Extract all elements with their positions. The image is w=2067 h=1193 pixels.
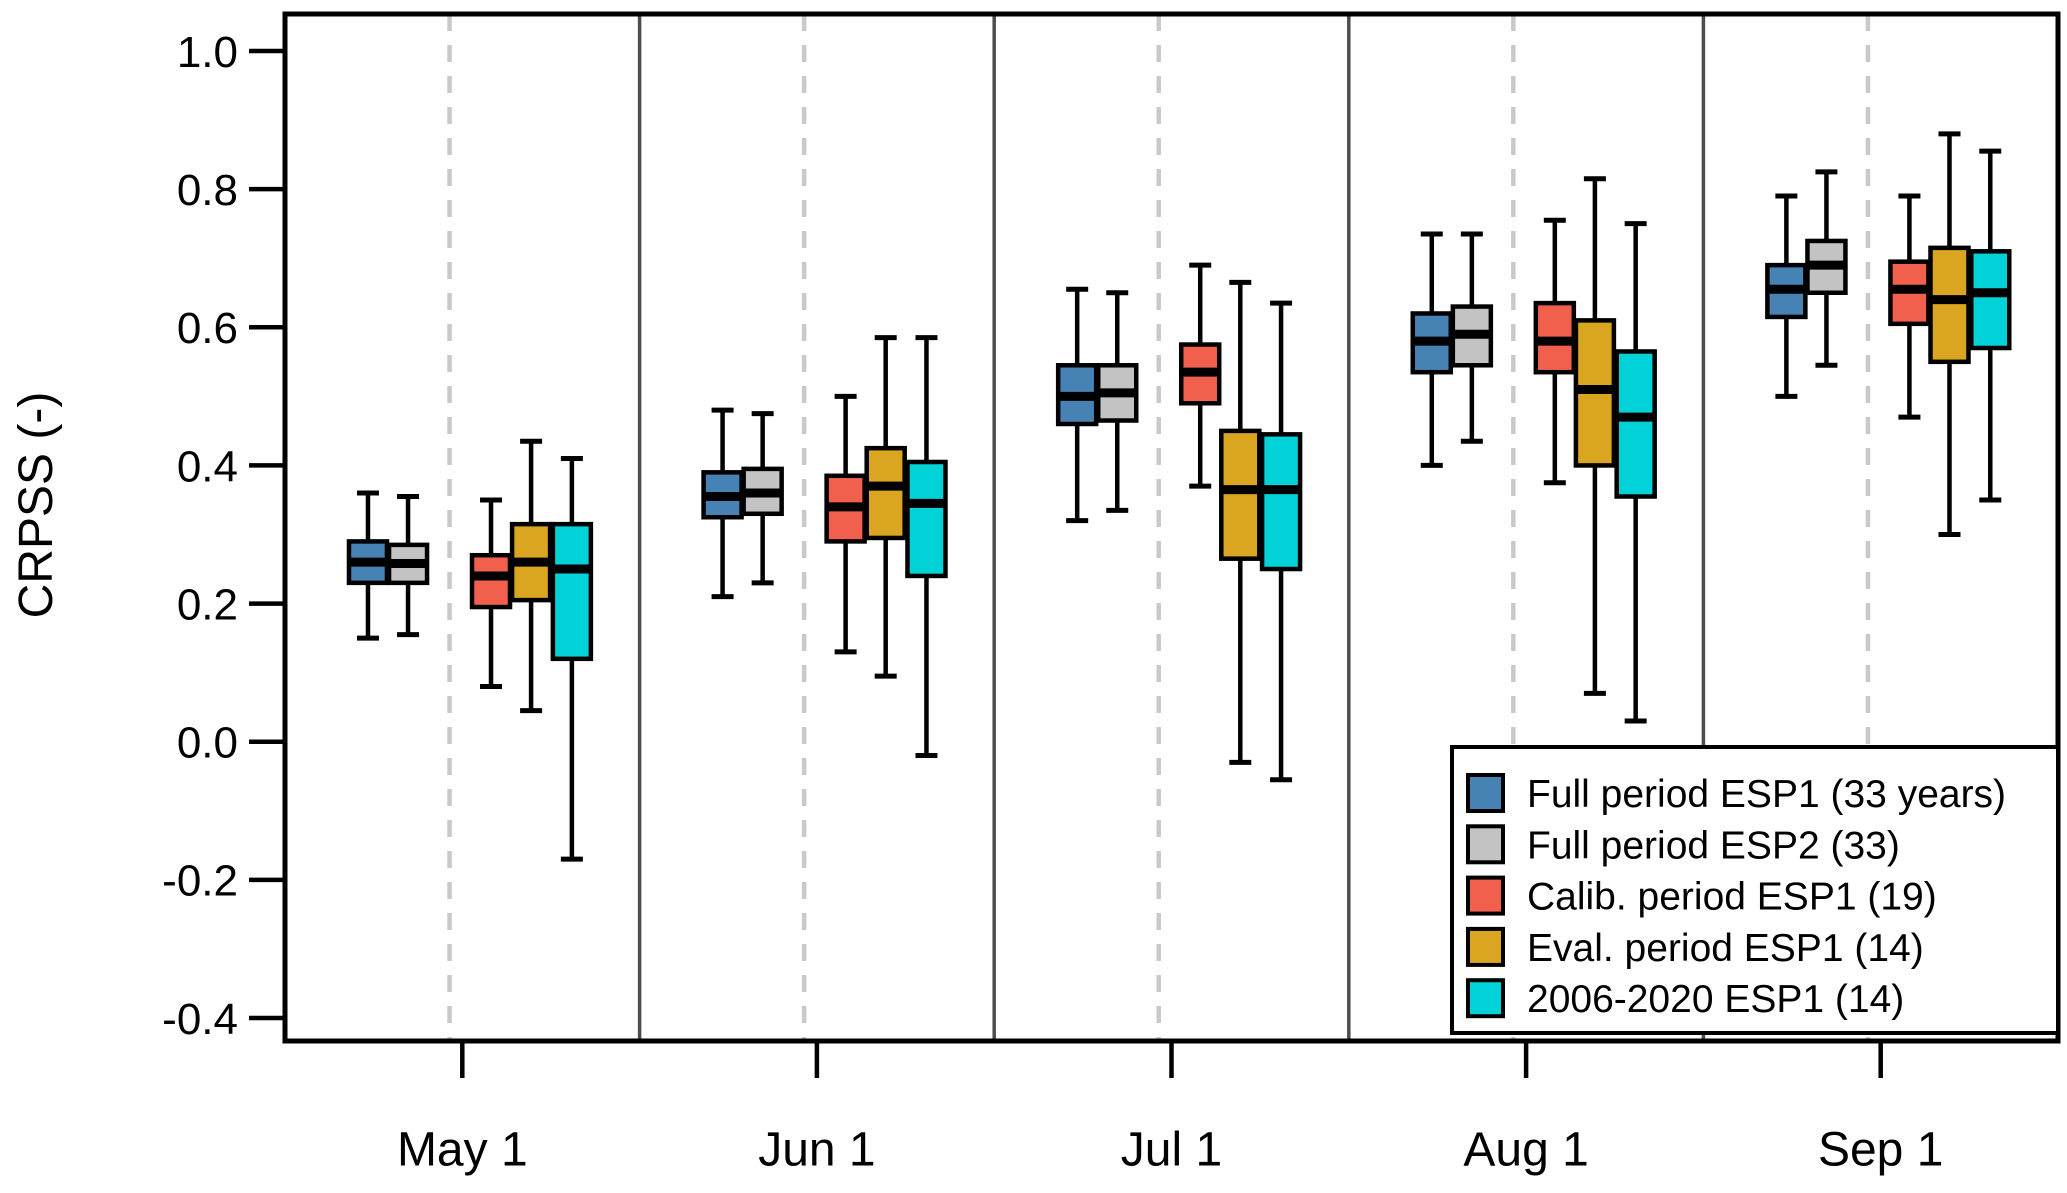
legend-entry-label: Full period ESP2 (33): [1527, 824, 1900, 867]
boxplot-aug1-series1: [1410, 231, 1454, 468]
boxplot-sep1-series1: [1765, 193, 1808, 399]
y-tick-label: 0.2: [177, 580, 238, 629]
boxplot-jul1-series4: [1219, 279, 1262, 765]
boxplot-jun1-series5: [905, 335, 948, 759]
boxplot-jul1-series3: [1178, 262, 1222, 489]
legend-entry-2: Full period ESP2 (33): [1466, 824, 1900, 867]
x-tick-label-month: Sep 1: [1818, 1123, 1943, 1176]
x-tick-label-month: Aug 1: [1463, 1123, 1588, 1176]
legend-swatch: [1466, 875, 1505, 916]
legend-box: [1450, 745, 2060, 1035]
boxplot-sep1-series2: [1805, 169, 1848, 368]
legend-swatch: [1466, 824, 1505, 865]
boxplot-sep1-series5: [1969, 148, 2012, 503]
y-tick-label: 0.8: [177, 166, 238, 215]
legend: Full period ESP1 (33 years) Full period E…: [1450, 745, 2060, 1035]
boxplot-may1-series1: [346, 490, 390, 641]
boxplot-jun1-series1: [701, 407, 744, 600]
boxes-layer: [346, 131, 2012, 862]
x-tick-label-month: Jul 1: [1121, 1123, 1222, 1176]
boxplot-aug1-series4: [1573, 176, 1617, 696]
iqr-box: [905, 459, 948, 579]
x-tick-label-month: May 1: [397, 1123, 528, 1176]
y-tick-label: 0.0: [177, 719, 238, 768]
iqr-box: [469, 552, 513, 610]
iqr-box: [1259, 432, 1303, 572]
legend-swatch: [1466, 978, 1505, 1019]
boxplot-aug1-series5: [1614, 221, 1657, 724]
y-tick-label: -0.4: [162, 995, 238, 1044]
x-tick-label-month: Jun 1: [758, 1123, 875, 1176]
iqr-box: [1219, 428, 1262, 561]
boxplot-jul1-series1: [1055, 286, 1099, 524]
boxplot-sep1-series4: [1928, 131, 1971, 537]
legend-entry-1: Full period ESP1 (33 years): [1466, 773, 2006, 816]
y-tick-label: 0.4: [177, 442, 238, 491]
legend-swatch: [1466, 926, 1505, 967]
iqr-box: [550, 521, 594, 662]
boxplot-may1-series2: [386, 494, 430, 638]
legend-swatch: [1466, 773, 1505, 813]
iqr-box: [1928, 245, 1971, 365]
boxplot-may1-series4: [509, 438, 553, 714]
boxplot-aug1-series2: [1450, 231, 1494, 444]
legend-entry-4: Eval. period ESP1 (14): [1466, 926, 1924, 970]
y-tick-label: -0.2: [162, 857, 238, 906]
boxplot-may1-series5: [550, 456, 594, 862]
y-tick-label: 0.6: [177, 304, 238, 353]
legend-entry-label: Full period ESP1 (33 years): [1527, 773, 2006, 816]
legend-entry-label: 2006-2020 ESP1 (14): [1527, 978, 1904, 1021]
boxplot-jun1-series3: [824, 393, 867, 655]
iqr-box: [1614, 349, 1657, 499]
y-tick-label: 1.0: [177, 28, 238, 77]
boxplot-jun1-series2: [741, 411, 784, 586]
legend-entry-5: 2006-2020 ESP1 (14): [1466, 978, 1904, 1021]
iqr-box: [1969, 249, 2012, 351]
boxplot-jun1-series4: [864, 335, 907, 679]
legend-entry-3: Calib. period ESP1 (19): [1466, 875, 1937, 919]
legend-entry-label: Calib. period ESP1 (19): [1527, 876, 1937, 919]
boxplot-jul1-series2: [1095, 290, 1139, 513]
iqr-box: [864, 445, 907, 541]
boxplot-aug1-series3: [1533, 217, 1577, 486]
boxplot-may1-series3: [469, 497, 513, 689]
axes-layer: 1.0 0.8 0.6 0.4 0.2 0.0 -0.2 -0.4 May 1 Jun 1 Jul …: [162, 28, 1943, 1176]
boxplot-jul1-series5: [1259, 300, 1303, 783]
y-axis-title: CRPSS (-): [10, 392, 63, 619]
boxplot-sep1-series3: [1888, 193, 1931, 420]
legend-entry-label: Eval. period ESP1 (14): [1527, 927, 1924, 970]
